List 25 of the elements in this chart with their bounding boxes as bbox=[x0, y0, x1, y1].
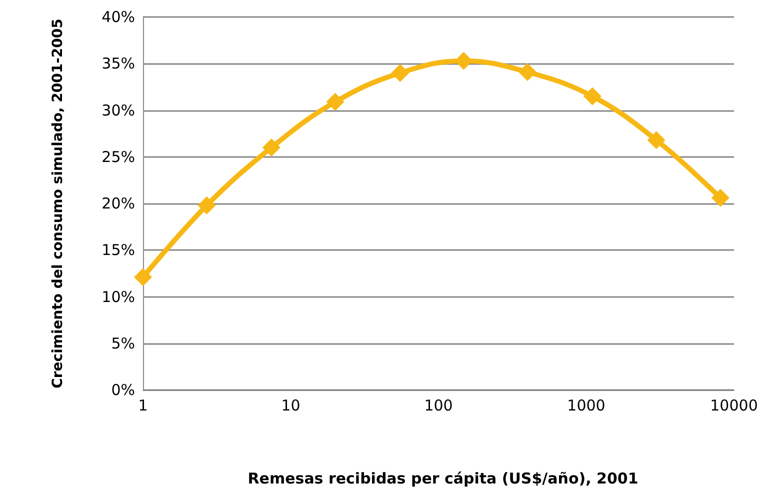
y-tick-label: 30% bbox=[102, 101, 135, 120]
y-tick-label: 5% bbox=[111, 334, 135, 352]
x-axis-title: Remesas recibidas per cápita (US$/año), 2001 bbox=[248, 470, 638, 488]
y-tick-label: 25% bbox=[102, 148, 135, 166]
x-tick-label: 1 bbox=[138, 396, 148, 414]
y-tick-label: 0% bbox=[111, 381, 135, 399]
y-tick-label: 10% bbox=[102, 288, 135, 306]
y-axis-title: Crecimiento del consumo simulado, 2001-2005 bbox=[50, 18, 66, 388]
x-tick-label: 1000 bbox=[567, 396, 606, 414]
point bbox=[518, 63, 536, 82]
y-tick-label: 35% bbox=[102, 54, 135, 73]
y-tick-label: 40% bbox=[102, 8, 135, 26]
point bbox=[326, 92, 344, 111]
y-tick-label: 20% bbox=[102, 194, 135, 212]
x-tick-label: 10000 bbox=[710, 396, 758, 414]
point bbox=[391, 64, 410, 82]
x-tick-label: 100 bbox=[424, 396, 453, 414]
point bbox=[583, 87, 602, 106]
point bbox=[198, 196, 216, 214]
point bbox=[647, 131, 666, 150]
y-tick-label: 15% bbox=[102, 241, 135, 260]
point bbox=[711, 188, 730, 207]
point bbox=[134, 268, 152, 286]
point bbox=[262, 138, 280, 157]
x-tick-label: 10 bbox=[281, 396, 300, 414]
